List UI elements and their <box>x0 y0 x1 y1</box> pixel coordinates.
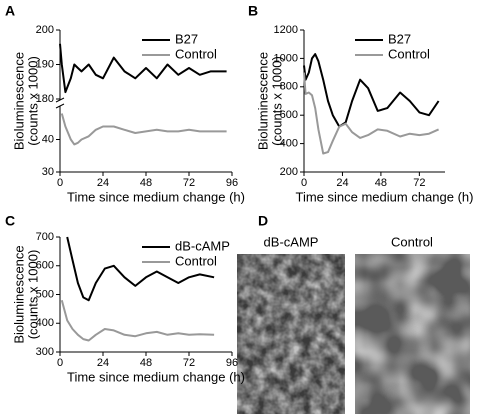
y-tick-label: 1000 <box>274 52 298 64</box>
legend-label: dB-cAMP <box>175 238 230 253</box>
legend-label: B27 <box>388 31 411 46</box>
y-tick-label: 800 <box>280 81 298 93</box>
data-line <box>303 53 440 128</box>
data-line <box>66 236 215 302</box>
micrograph-texture <box>237 254 345 414</box>
x-axis-label: Time since medium change (h) <box>67 189 245 204</box>
legend-label: B27 <box>175 31 198 46</box>
x-tick-label: 24 <box>97 177 109 189</box>
x-tick-label: 72 <box>183 177 195 189</box>
y-tick-label: 40 <box>42 133 54 145</box>
y-axis-label: (counts x 1000) <box>25 56 40 146</box>
image-caption: Control <box>391 234 433 249</box>
panel-d: D dB-cAMP Control <box>237 213 470 414</box>
panel-letter: D <box>258 213 268 229</box>
data-line <box>59 43 227 94</box>
x-tick-label: 48 <box>140 357 152 369</box>
panel-letter: C <box>5 213 15 229</box>
x-tick-label: 72 <box>183 357 195 369</box>
x-tick-label: 24 <box>336 177 348 189</box>
axis-break <box>55 97 65 103</box>
y-tick-label: 500 <box>36 288 54 300</box>
y-tick-label: 600 <box>36 260 54 272</box>
y-axis-label: (counts x 1000) <box>25 250 40 340</box>
y-tick-label: 190 <box>36 58 54 70</box>
x-tick-label: 0 <box>57 177 63 189</box>
x-tick-label: 72 <box>413 177 425 189</box>
axis-break <box>55 103 65 109</box>
legend-label: Control <box>388 46 430 61</box>
data-line <box>60 300 215 342</box>
x-tick-label: 24 <box>97 357 109 369</box>
y-tick-label: 180 <box>36 93 54 105</box>
x-tick-label: 0 <box>57 357 63 369</box>
legend-label: Control <box>175 253 217 268</box>
micrograph-texture <box>355 254 470 414</box>
y-axis-label: Bioluminescence <box>11 245 26 343</box>
x-tick-label: 48 <box>375 177 387 189</box>
x-tick-label: 96 <box>226 357 238 369</box>
y-axis-label: (counts x 1000) <box>269 56 284 146</box>
y-tick-label: 700 <box>36 231 54 243</box>
y-tick-label: 400 <box>36 317 54 329</box>
y-tick-label: 200 <box>280 166 298 178</box>
y-tick-label: 200 <box>36 24 54 36</box>
y-tick-label: 400 <box>280 138 298 150</box>
x-axis-label: Time since medium change (h) <box>296 189 474 204</box>
y-tick-label: 300 <box>36 346 54 358</box>
x-tick-label: 48 <box>140 177 152 189</box>
y-tick-label: 1200 <box>274 24 298 36</box>
x-tick-label: 96 <box>226 177 238 189</box>
panel-letter: B <box>248 3 258 19</box>
y-axis-label: Bioluminescence <box>255 52 270 150</box>
image-caption: dB-cAMP <box>264 234 319 249</box>
y-tick-label: 600 <box>280 109 298 121</box>
x-tick-label: 0 <box>301 177 307 189</box>
data-line <box>60 113 227 146</box>
y-axis-label: Bioluminescence <box>11 52 26 150</box>
data-line <box>303 72 440 155</box>
legend-label: Control <box>175 46 217 61</box>
y-tick-label: 30 <box>42 166 54 178</box>
x-axis-label: Time since medium change (h) <box>67 369 245 384</box>
panel-letter: A <box>5 3 15 19</box>
